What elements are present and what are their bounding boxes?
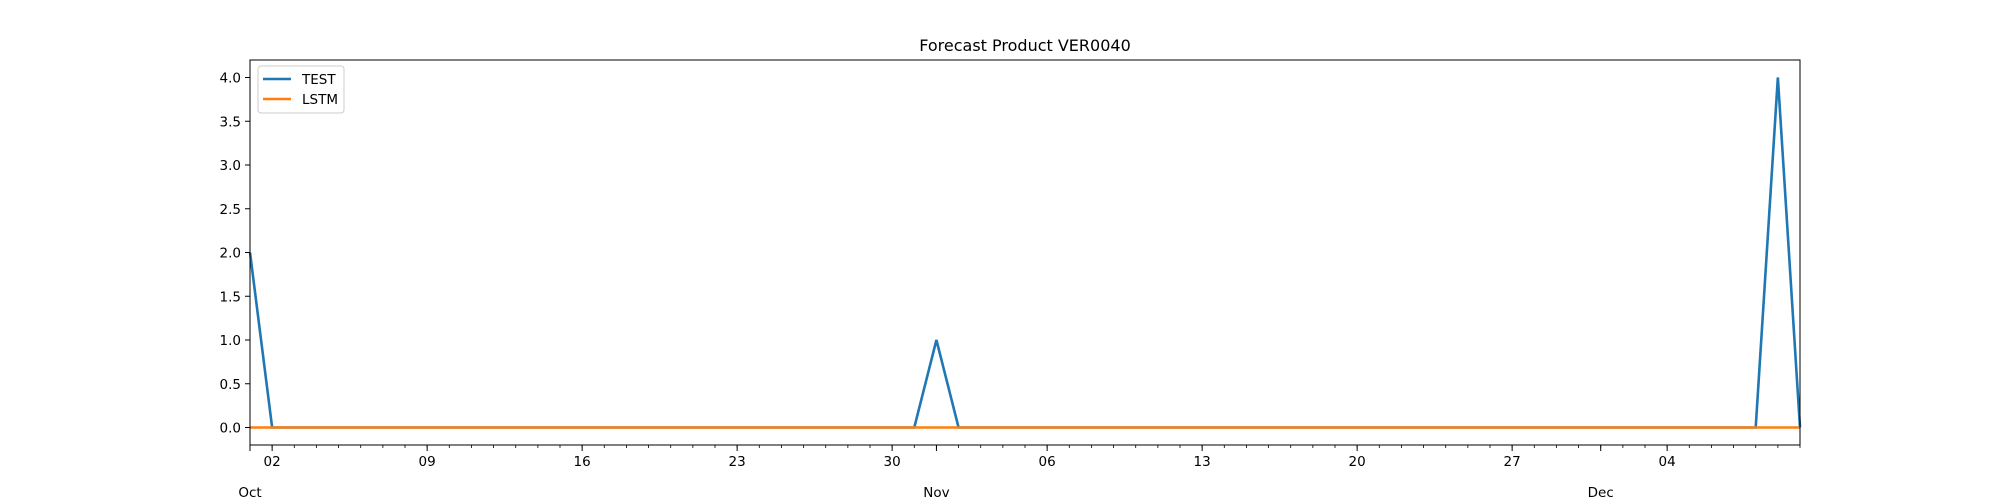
x-tick-label: 20 bbox=[1349, 454, 1366, 470]
y-tick-label: 2.5 bbox=[220, 202, 241, 218]
y-tick-label: 0.5 bbox=[220, 377, 241, 393]
y-tick-label: 0.0 bbox=[220, 421, 241, 437]
y-tick-label: 4.0 bbox=[220, 71, 241, 87]
plot-frame bbox=[249, 59, 1801, 446]
x-axis: 02 09 16 23 30 06 13 20 27 04 Oct Nov Dec bbox=[238, 445, 1676, 500]
x-month-label: Nov bbox=[923, 485, 949, 500]
x-tick-label: 16 bbox=[574, 454, 591, 470]
x-tick-label: 23 bbox=[729, 454, 746, 470]
y-tick-label: 1.5 bbox=[220, 289, 241, 305]
legend-label-lstm: LSTM bbox=[302, 92, 338, 108]
y-tick-label: 3.0 bbox=[220, 158, 241, 174]
x-tick-label: 27 bbox=[1504, 454, 1521, 470]
y-tick-label: 2.0 bbox=[220, 246, 241, 262]
series-line-test bbox=[248, 77, 1802, 429]
legend: TEST LSTM bbox=[257, 65, 345, 114]
x-tick-label: 06 bbox=[1039, 454, 1056, 470]
x-tick-label: 09 bbox=[419, 454, 436, 470]
y-tick-label: 1.0 bbox=[220, 333, 241, 349]
x-tick-label: 02 bbox=[264, 454, 281, 470]
chart-title: Forecast Product VER0040 bbox=[919, 36, 1131, 55]
series-layer bbox=[248, 77, 1802, 429]
y-tick-label: 3.5 bbox=[220, 114, 241, 130]
x-month-label: Oct bbox=[238, 485, 261, 500]
x-tick-label: 30 bbox=[884, 454, 901, 470]
x-month-label: Dec bbox=[1588, 485, 1614, 500]
legend-label-test: TEST bbox=[301, 72, 336, 88]
x-tick-label: 13 bbox=[1194, 454, 1211, 470]
x-tick-label: 04 bbox=[1659, 454, 1676, 470]
y-axis: 0.0 0.5 1.0 1.5 2.0 2.5 3.0 3.5 4.0 bbox=[220, 71, 250, 437]
